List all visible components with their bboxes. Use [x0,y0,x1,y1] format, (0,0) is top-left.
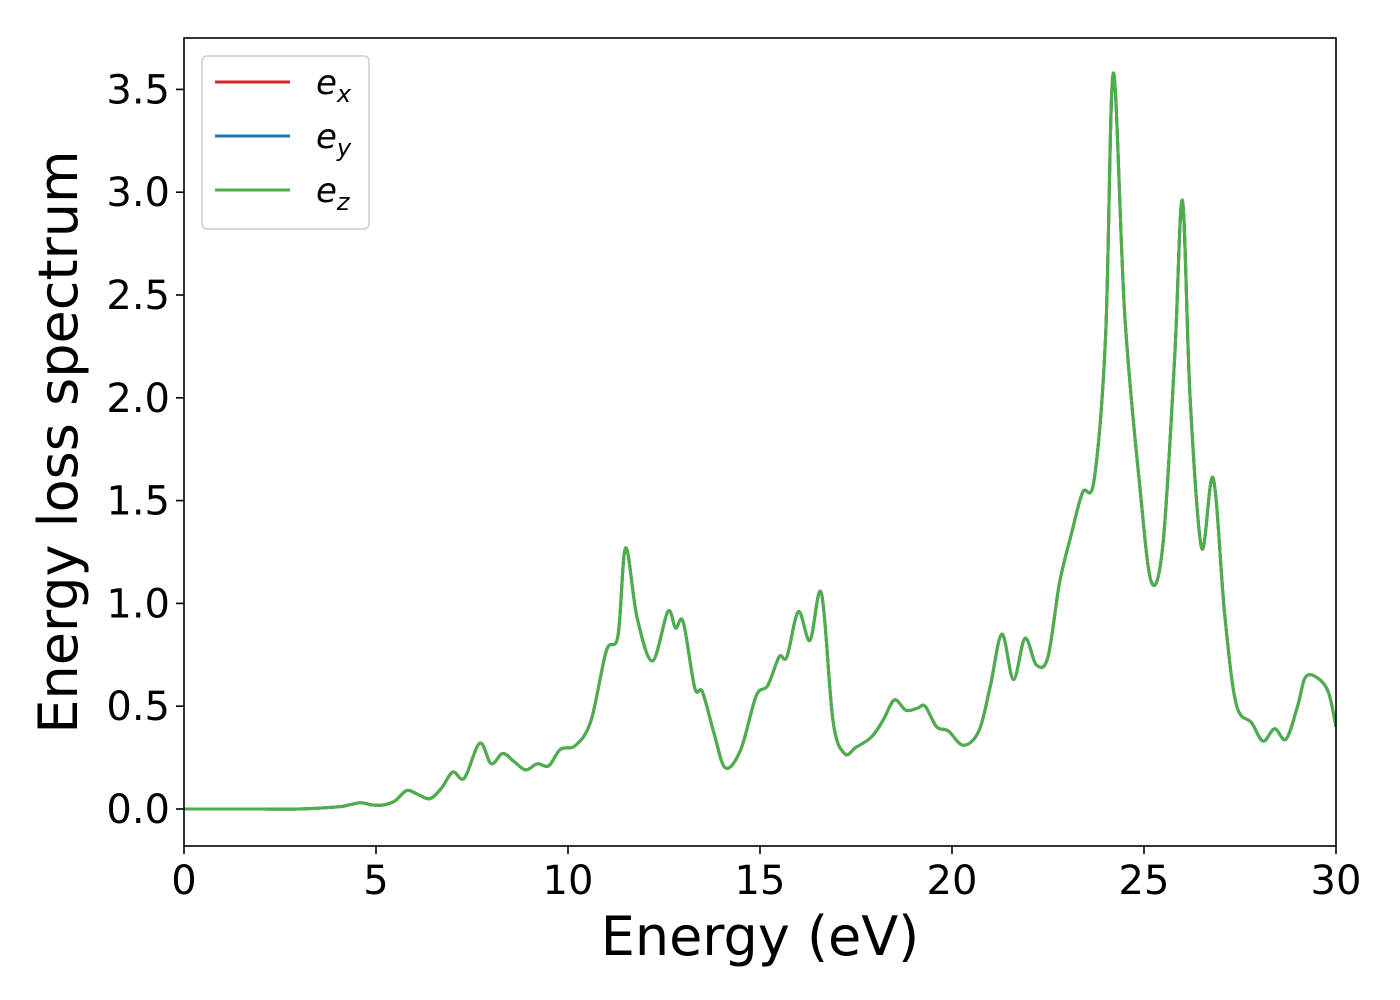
x-tick-label: 15 [735,858,786,904]
y-tick-label: 2.5 [106,273,170,319]
legend-label-base: e [316,63,337,103]
y-tick-label: 0.0 [106,787,170,833]
x-tick-label: 0 [171,858,196,904]
legend-label-subscript: y [336,134,352,162]
x-tick-label: 20 [927,858,978,904]
legend-label: ex [316,63,352,108]
x-axis: 0 5 10 15 20 25 30 [171,846,1361,904]
legend-label: ez [316,171,351,216]
y-tick-label: 3.5 [106,67,170,113]
x-axis-title: Energy (eV) [601,905,920,968]
y-axis: 0.0 0.5 1.0 1.5 2.0 2.5 3.0 3.5 [106,67,184,833]
legend-label-subscript: z [336,188,351,216]
y-tick-label: 2.0 [106,376,170,422]
y-tick-label: 1.0 [106,581,170,627]
y-tick-label: 0.5 [106,684,170,730]
legend-label-subscript: x [336,80,352,108]
legend-label: ey [316,117,352,162]
legend-label-base: e [316,117,337,157]
y-tick-label: 3.0 [106,170,170,216]
legend-frame [201,55,370,230]
x-tick-label: 5 [363,858,388,904]
series-layer [184,71,1336,811]
y-tick-label: 1.5 [106,479,170,525]
x-tick-label: 30 [1311,858,1362,904]
y-axis-title: Energy loss spectrum [27,150,90,733]
x-tick-label: 25 [1119,858,1170,904]
series-line-e-z [184,71,1336,811]
x-tick-label: 10 [543,858,594,904]
legend-label-base: e [316,171,337,211]
